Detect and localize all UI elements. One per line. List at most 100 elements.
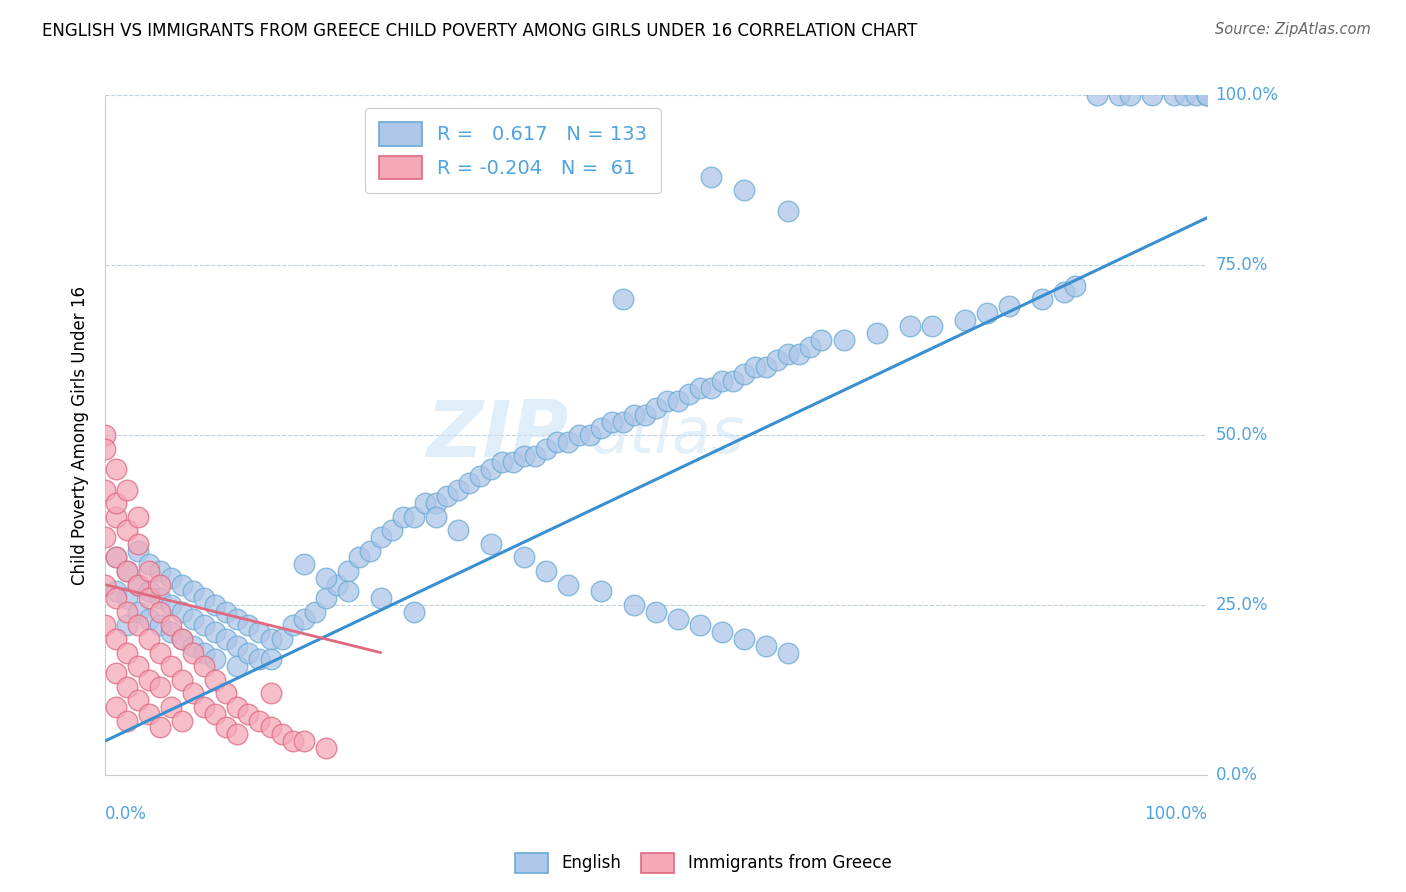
- Point: [226, 700, 249, 714]
- Point: [259, 632, 281, 646]
- Point: [700, 169, 723, 184]
- Point: [238, 618, 260, 632]
- Point: [127, 509, 149, 524]
- Point: [127, 618, 149, 632]
- Point: [744, 360, 766, 375]
- Point: [612, 415, 634, 429]
- Point: [591, 421, 613, 435]
- Point: [149, 577, 172, 591]
- Point: [281, 618, 304, 632]
- Point: [94, 530, 117, 544]
- Legend: English, Immigrants from Greece: English, Immigrants from Greece: [508, 847, 898, 880]
- Point: [689, 618, 711, 632]
- Point: [105, 665, 128, 680]
- Point: [226, 639, 249, 653]
- Point: [1163, 88, 1185, 103]
- Point: [315, 571, 337, 585]
- Point: [315, 740, 337, 755]
- Point: [600, 415, 623, 429]
- Point: [193, 591, 215, 606]
- Point: [723, 374, 745, 388]
- Text: 75.0%: 75.0%: [1216, 256, 1268, 274]
- Point: [149, 564, 172, 578]
- Point: [634, 408, 657, 422]
- Point: [105, 632, 128, 646]
- Point: [193, 659, 215, 673]
- Point: [238, 646, 260, 660]
- Point: [270, 632, 292, 646]
- Point: [117, 564, 139, 578]
- Point: [105, 550, 128, 565]
- Point: [778, 346, 800, 360]
- Point: [502, 455, 524, 469]
- Point: [292, 558, 315, 572]
- Point: [215, 686, 238, 700]
- Point: [117, 714, 139, 728]
- Point: [183, 646, 205, 660]
- Point: [117, 605, 139, 619]
- Point: [138, 632, 160, 646]
- Point: [226, 659, 249, 673]
- Point: [1085, 88, 1108, 103]
- Point: [666, 612, 689, 626]
- Point: [105, 550, 128, 565]
- Point: [1174, 88, 1197, 103]
- Point: [468, 469, 491, 483]
- Point: [117, 646, 139, 660]
- Point: [204, 625, 226, 640]
- Point: [105, 509, 128, 524]
- Point: [479, 537, 502, 551]
- Point: [105, 700, 128, 714]
- Point: [172, 632, 194, 646]
- Point: [249, 652, 271, 666]
- Point: [94, 428, 117, 442]
- Point: [568, 428, 591, 442]
- Point: [160, 625, 183, 640]
- Point: [657, 394, 679, 409]
- Point: [832, 333, 855, 347]
- Point: [172, 673, 194, 687]
- Point: [94, 442, 117, 456]
- Point: [391, 509, 413, 524]
- Point: [94, 577, 117, 591]
- Point: [336, 584, 359, 599]
- Point: [304, 605, 326, 619]
- Point: [513, 449, 536, 463]
- Point: [755, 360, 778, 375]
- Point: [1053, 285, 1076, 300]
- Point: [1185, 88, 1208, 103]
- Point: [612, 292, 634, 306]
- Point: [402, 509, 425, 524]
- Point: [215, 632, 238, 646]
- Text: 25.0%: 25.0%: [1216, 596, 1268, 614]
- Point: [1064, 278, 1087, 293]
- Point: [149, 605, 172, 619]
- Point: [226, 727, 249, 741]
- Point: [1197, 88, 1219, 103]
- Point: [238, 706, 260, 721]
- Point: [534, 442, 557, 456]
- Point: [292, 612, 315, 626]
- Y-axis label: Child Poverty Among Girls Under 16: Child Poverty Among Girls Under 16: [72, 285, 89, 584]
- Point: [447, 523, 470, 537]
- Point: [249, 714, 271, 728]
- Point: [117, 564, 139, 578]
- Point: [94, 618, 117, 632]
- Point: [381, 523, 404, 537]
- Point: [998, 299, 1021, 313]
- Point: [359, 543, 381, 558]
- Point: [117, 591, 139, 606]
- Point: [1119, 88, 1142, 103]
- Point: [138, 564, 160, 578]
- Text: ENGLISH VS IMMIGRANTS FROM GREECE CHILD POVERTY AMONG GIRLS UNDER 16 CORRELATION: ENGLISH VS IMMIGRANTS FROM GREECE CHILD …: [42, 22, 918, 40]
- Point: [755, 639, 778, 653]
- Point: [292, 734, 315, 748]
- Point: [789, 346, 811, 360]
- Point: [281, 734, 304, 748]
- Point: [1197, 88, 1219, 103]
- Point: [534, 564, 557, 578]
- Point: [138, 584, 160, 599]
- Text: 50.0%: 50.0%: [1216, 426, 1268, 444]
- Point: [193, 646, 215, 660]
- Point: [666, 394, 689, 409]
